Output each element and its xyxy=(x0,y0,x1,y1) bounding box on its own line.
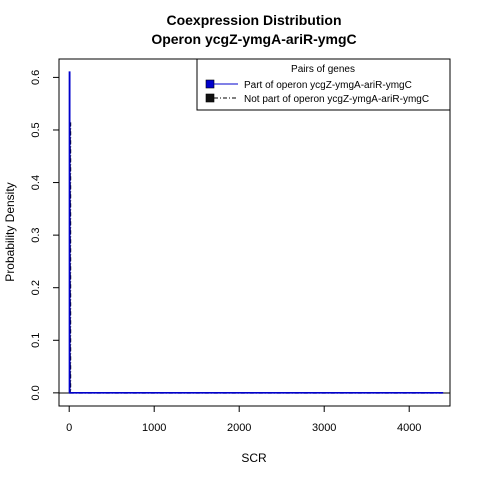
legend: Pairs of genes Part of operon ycgZ-ymgA-… xyxy=(196,58,451,111)
legend-box xyxy=(196,58,451,111)
series-layer xyxy=(68,71,444,394)
x-tick-label: 3000 xyxy=(312,422,336,434)
x-tick-label: 2000 xyxy=(227,422,251,434)
legend-swatch-part-of-operon xyxy=(205,79,215,89)
legend-entry-not-part-of-operon: Not part of operon ycgZ-ymgA-ariR-ymgC xyxy=(244,94,429,105)
y-axis-title: Probability Density xyxy=(3,182,17,281)
x-axis: 0 1000 2000 3000 4000 xyxy=(66,405,421,434)
plot-frame xyxy=(58,58,451,407)
y-tick-label: 0.6 xyxy=(30,70,42,85)
y-tick-label: 0.4 xyxy=(30,175,42,190)
legend-swatch-not-part-of-operon xyxy=(205,93,215,103)
x-tick-label: 4000 xyxy=(397,422,421,434)
legend-entry-part-of-operon: Part of operon ycgZ-ymgA-ariR-ymgC xyxy=(244,80,412,91)
x-axis-title: SCR xyxy=(241,451,267,465)
y-tick-label: 0.2 xyxy=(30,280,42,295)
y-tick-label: 0.1 xyxy=(30,333,42,348)
y-tick-label: 0.3 xyxy=(30,227,42,242)
x-tick-label: 0 xyxy=(66,422,72,434)
x-tick-label: 1000 xyxy=(142,422,166,434)
chart-title: Coexpression Distribution xyxy=(166,12,341,28)
legend-title: Pairs of genes xyxy=(291,64,355,75)
y-tick-label: 0.0 xyxy=(30,385,42,400)
y-tick-label: 0.5 xyxy=(30,122,42,137)
series-line-0 xyxy=(68,71,444,394)
series-line-1 xyxy=(69,122,444,394)
y-axis: 0.0 0.1 0.2 0.3 0.4 0.5 0.6 xyxy=(30,70,60,401)
chart-subtitle: Operon ycgZ-ymgA-ariR-ymgC xyxy=(151,31,356,47)
